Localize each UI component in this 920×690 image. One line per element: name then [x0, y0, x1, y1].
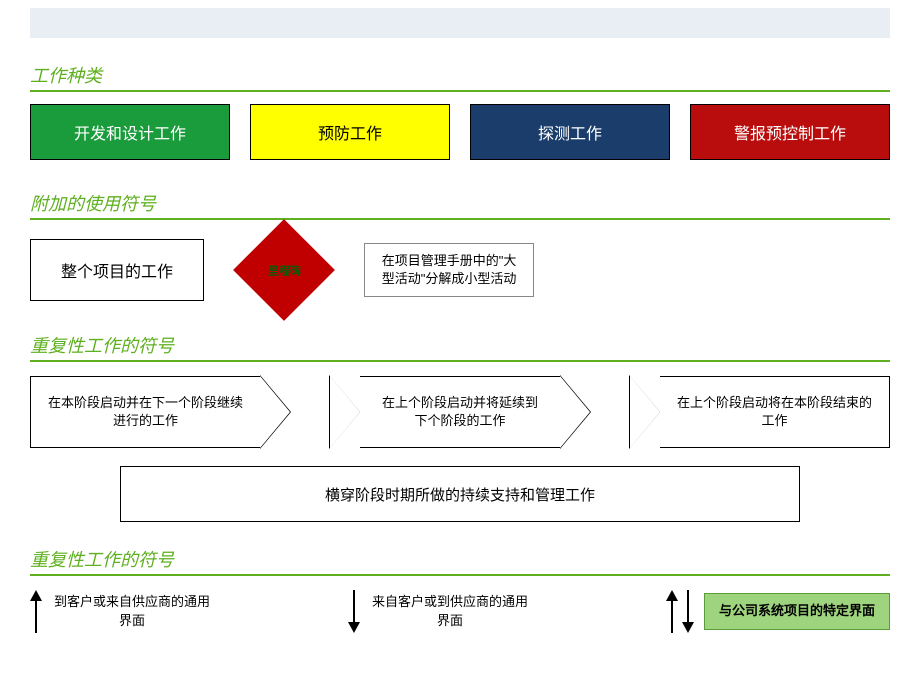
interface-label: 到客户或来自供应商的通用界面	[52, 593, 212, 629]
top-bar	[30, 8, 890, 38]
interface-down: 来自客户或到供应商的通用界面	[348, 590, 530, 633]
section-title: 工作种类	[30, 62, 890, 88]
cross-phase-bar: 横穿阶段时期所做的持续支持和管理工作	[120, 466, 800, 522]
arrow-label: 在本阶段启动并在下一个阶段继续进行的工作	[30, 376, 260, 448]
interface-green-box: 与公司系统项目的特定界面	[704, 593, 890, 629]
arrow-label: 在上个阶段启动并将延续到下个阶段的工作	[360, 376, 560, 448]
interface-row: 到客户或来自供应商的通用界面 来自客户或到供应商的通用界面 与公司系统项目的特定…	[30, 590, 890, 633]
section-repeat-symbols: 重复性工作的符号 在本阶段启动并在下一个阶段继续进行的工作 在上个阶段启动并将延…	[30, 332, 890, 522]
symbol-row: 整个项目的工作 里程碑 在项目管理手册中的"大型活动"分解成小型活动	[30, 234, 890, 306]
divider	[30, 360, 890, 362]
section-title: 重复性工作的符号	[30, 546, 890, 572]
arrow-prev-continue: 在上个阶段启动并将延续到下个阶段的工作	[330, 376, 590, 448]
arrow-row: 在本阶段启动并在下一个阶段继续进行的工作 在上个阶段启动并将延续到下个阶段的工作…	[30, 376, 890, 448]
section-work-types: 工作种类 开发和设计工作 预防工作 探测工作 警报预控制工作	[30, 62, 890, 160]
category-row: 开发和设计工作 预防工作 探测工作 警报预控制工作	[30, 104, 890, 160]
category-alarm-control: 警报预控制工作	[690, 104, 890, 160]
category-detection: 探测工作	[470, 104, 670, 160]
divider	[30, 218, 890, 220]
symbol-project-work: 整个项目的工作	[30, 239, 204, 301]
divider	[30, 574, 890, 576]
interface-both: 与公司系统项目的特定界面	[666, 590, 890, 633]
arrow-label: 在上个阶段启动将在本阶段结束的工作	[660, 376, 890, 448]
divider	[30, 90, 890, 92]
symbol-milestone: 里程碑	[233, 219, 335, 321]
category-prevention: 预防工作	[250, 104, 450, 160]
arrow-start-continue: 在本阶段启动并在下一个阶段继续进行的工作	[30, 376, 290, 448]
arrow-down-icon	[348, 590, 360, 633]
arrow-updown-icon	[666, 590, 694, 633]
symbol-note: 在项目管理手册中的"大型活动"分解成小型活动	[364, 243, 534, 297]
section-title: 附加的使用符号	[30, 190, 890, 216]
milestone-label: 里程碑	[268, 262, 301, 278]
section-additional-symbols: 附加的使用符号 整个项目的工作 里程碑 在项目管理手册中的"大型活动"分解成小型…	[30, 190, 890, 306]
arrow-prev-end: 在上个阶段启动将在本阶段结束的工作	[630, 376, 890, 448]
interface-label: 来自客户或到供应商的通用界面	[370, 593, 530, 629]
section-title: 重复性工作的符号	[30, 332, 890, 358]
interface-up: 到客户或来自供应商的通用界面	[30, 590, 212, 633]
category-dev-design: 开发和设计工作	[30, 104, 230, 160]
section-interface-symbols: 重复性工作的符号 到客户或来自供应商的通用界面 来自客户或到供应商的通用界面 与…	[30, 546, 890, 633]
arrow-up-icon	[30, 590, 42, 633]
